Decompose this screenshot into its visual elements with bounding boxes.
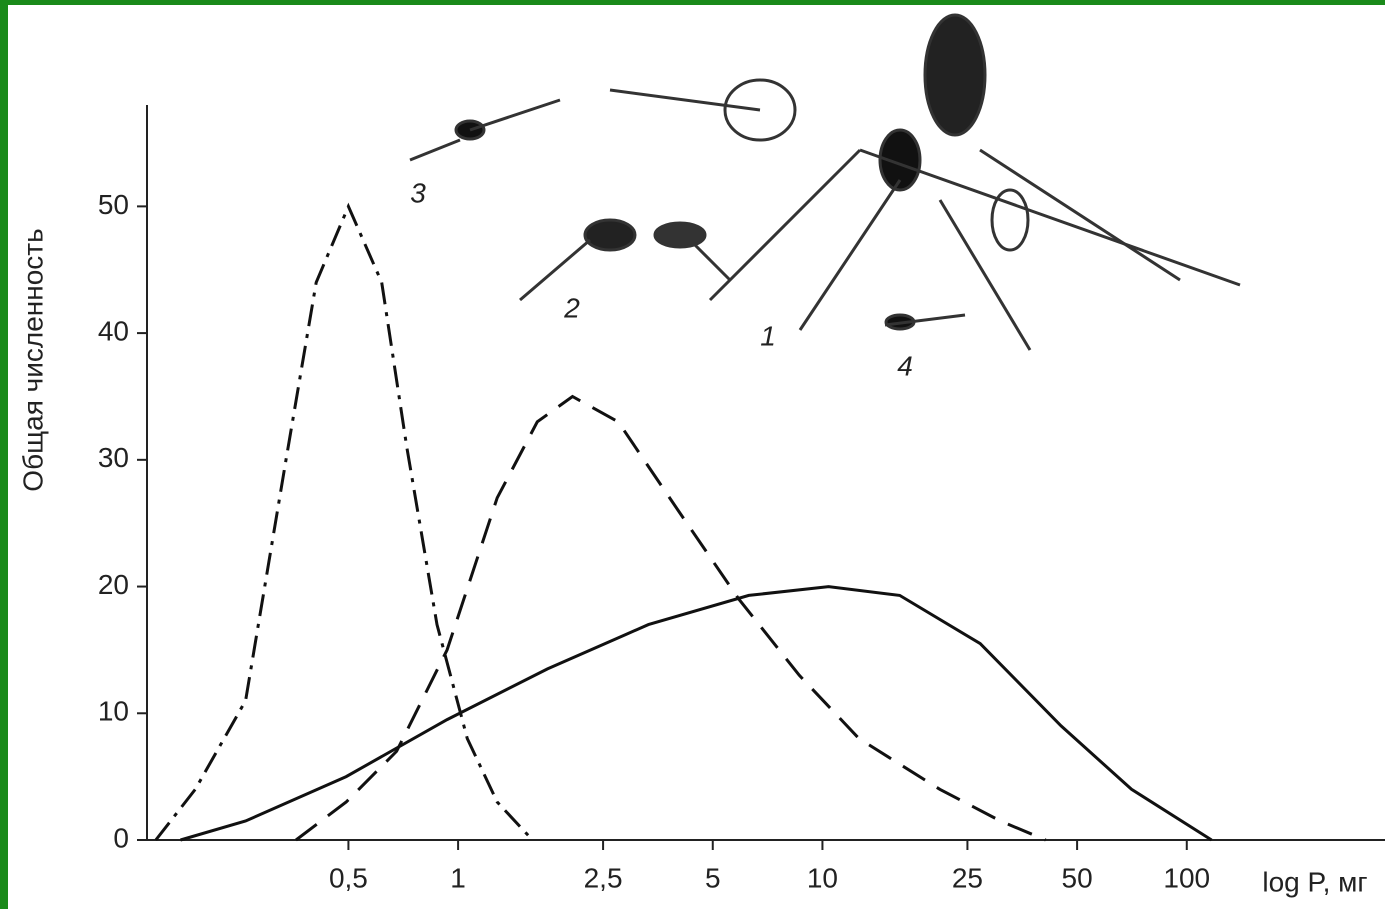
y-tick-label: 40 <box>98 315 129 346</box>
y-axis-label: Общая численность <box>17 228 48 491</box>
annotation: 2 <box>563 292 580 323</box>
curve <box>156 206 533 840</box>
chart: Общая численность log P, мг 3 2 1 4 0 10 2… <box>0 0 1385 909</box>
ant-illustration <box>410 15 1240 350</box>
x-tick-label: 25 <box>952 862 983 893</box>
y-tick-label: 20 <box>98 569 129 600</box>
page: Общая численность log P, мг 3 2 1 4 0 10 2… <box>0 0 1385 909</box>
annotation: 3 <box>410 177 426 208</box>
annotation: 1 <box>760 320 776 351</box>
y-tick-label: 50 <box>98 189 129 220</box>
x-tick-label: 1 <box>450 862 466 893</box>
x-tick-label: 5 <box>705 862 721 893</box>
curve <box>181 587 1212 840</box>
x-tick-label: 2,5 <box>584 862 623 893</box>
y-tick-label: 30 <box>98 442 129 473</box>
y-tick-label: 0 <box>113 822 129 853</box>
x-tick-label: 10 <box>807 862 838 893</box>
x-tick-label: 100 <box>1163 862 1210 893</box>
annotation: 4 <box>897 350 913 381</box>
y-tick-label: 10 <box>98 696 129 727</box>
x-tick-label: 0,5 <box>329 862 368 893</box>
x-axis-label: log P, мг <box>1262 866 1367 897</box>
x-tick-label: 50 <box>1062 862 1093 893</box>
